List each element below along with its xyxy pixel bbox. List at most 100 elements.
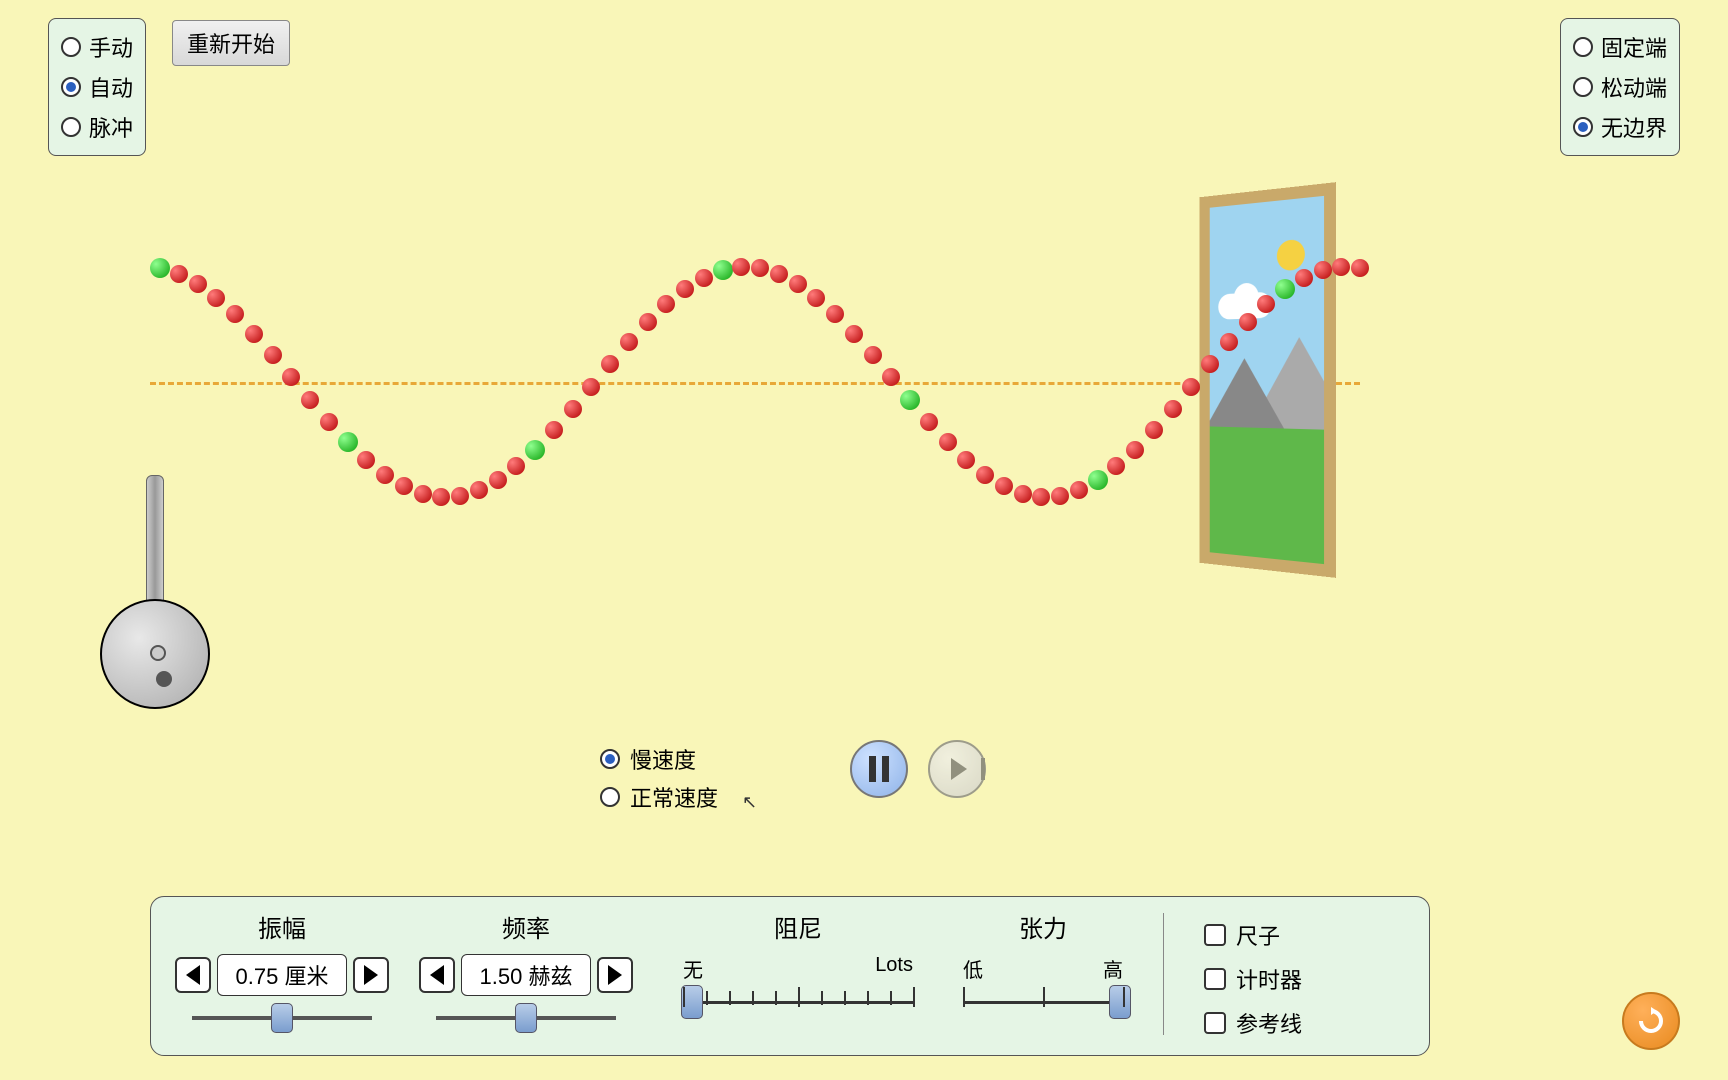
damping-low-label: 无 (683, 954, 703, 983)
speed-label: 正常速度 (630, 781, 718, 813)
frequency-decrease-button[interactable] (419, 957, 455, 993)
mode-option-auto[interactable]: 自动 (61, 67, 133, 107)
bead (1107, 457, 1125, 475)
radio-icon (600, 787, 620, 807)
bead (1351, 259, 1369, 277)
bead (357, 451, 375, 469)
bead (1051, 487, 1069, 505)
mode-label: 脉冲 (89, 111, 133, 143)
bead (507, 457, 525, 475)
bead (1164, 400, 1182, 418)
pause-button[interactable] (850, 740, 908, 798)
damping-slider[interactable]: 无 Lots (683, 954, 913, 1009)
mode-label: 手动 (89, 31, 133, 63)
check-label: 计时器 (1236, 963, 1302, 995)
divider (1163, 913, 1164, 1035)
amplitude-slider[interactable] (192, 1006, 372, 1030)
slider-thumb[interactable] (1109, 985, 1131, 1019)
radio-icon (1573, 117, 1593, 137)
tools-checkboxes: 尺子 计时器 参考线 (1204, 909, 1302, 1039)
bead (770, 265, 788, 283)
frequency-label: 频率 (502, 909, 550, 944)
mode-label: 自动 (89, 71, 133, 103)
amplitude-increase-button[interactable] (353, 957, 389, 993)
bead (1014, 485, 1032, 503)
bead (845, 325, 863, 343)
tension-slider[interactable]: 低 高 (963, 954, 1123, 1009)
bead (245, 325, 263, 343)
bead (226, 305, 244, 323)
bead (489, 471, 507, 489)
bead (282, 368, 300, 386)
frequency-increase-button[interactable] (597, 957, 633, 993)
bead (676, 280, 694, 298)
checkbox-icon (1204, 924, 1226, 946)
slider-thumb[interactable] (271, 1003, 293, 1033)
bead (545, 421, 563, 439)
radio-icon (1573, 77, 1593, 97)
pause-icon (869, 756, 889, 782)
amplitude-control: 振幅 0.75 厘米 (175, 909, 389, 1030)
step-button[interactable] (928, 740, 986, 798)
bead (957, 451, 975, 469)
bead (1295, 269, 1313, 287)
bead (170, 265, 188, 283)
wave-canvas (0, 150, 1728, 700)
radio-icon (61, 117, 81, 137)
arrow-right-icon (364, 965, 378, 985)
bead (207, 289, 225, 307)
bead (395, 477, 413, 495)
tension-low-label: 低 (963, 954, 983, 983)
speed-option-normal[interactable]: 正常速度 (600, 778, 718, 816)
speed-option-slow[interactable]: 慢速度 (600, 740, 718, 778)
bead (789, 275, 807, 293)
bead-marker (338, 432, 358, 452)
step-icon (951, 758, 967, 780)
bead (639, 313, 657, 331)
bead (470, 481, 488, 499)
amplitude-label: 振幅 (258, 909, 306, 944)
checkbox-icon (1204, 968, 1226, 990)
oscillator[interactable] (100, 475, 210, 709)
end-option-loose[interactable]: 松动端 (1573, 67, 1667, 107)
reference-line-checkbox[interactable]: 参考线 (1204, 1007, 1302, 1039)
bead (1239, 313, 1257, 331)
bead-marker (900, 390, 920, 410)
end-option-none[interactable]: 无边界 (1573, 107, 1667, 147)
bead (920, 413, 938, 431)
amplitude-decrease-button[interactable] (175, 957, 211, 993)
frequency-value[interactable]: 1.50 赫兹 (461, 954, 591, 996)
bead (301, 391, 319, 409)
bead-string (0, 150, 1728, 700)
slider-thumb[interactable] (515, 1003, 537, 1033)
bead (601, 355, 619, 373)
damping-label: 阻尼 (774, 909, 822, 944)
bead (1314, 261, 1332, 279)
bead (1332, 258, 1350, 276)
frequency-slider[interactable] (436, 1006, 616, 1030)
bead (864, 346, 882, 364)
bead (620, 333, 638, 351)
reset-icon (1635, 1005, 1667, 1037)
bead (451, 487, 469, 505)
bead (695, 269, 713, 287)
bead (751, 259, 769, 277)
bead (414, 485, 432, 503)
bead (432, 488, 450, 506)
bead (939, 433, 957, 451)
arrow-left-icon (186, 965, 200, 985)
end-type-panel: 固定端 松动端 无边界 (1560, 18, 1680, 156)
restart-button[interactable]: 重新开始 (172, 20, 290, 66)
amplitude-value[interactable]: 0.75 厘米 (217, 954, 347, 996)
mode-option-manual[interactable]: 手动 (61, 27, 133, 67)
bead (657, 295, 675, 313)
ruler-checkbox[interactable]: 尺子 (1204, 919, 1302, 951)
mode-option-pulse[interactable]: 脉冲 (61, 107, 133, 147)
bead (882, 368, 900, 386)
timer-checkbox[interactable]: 计时器 (1204, 963, 1302, 995)
reset-all-button[interactable] (1622, 992, 1680, 1050)
tension-control: 张力 低 高 (963, 909, 1123, 1009)
end-option-fixed[interactable]: 固定端 (1573, 27, 1667, 67)
checkbox-icon (1204, 1012, 1226, 1034)
bead (807, 289, 825, 307)
